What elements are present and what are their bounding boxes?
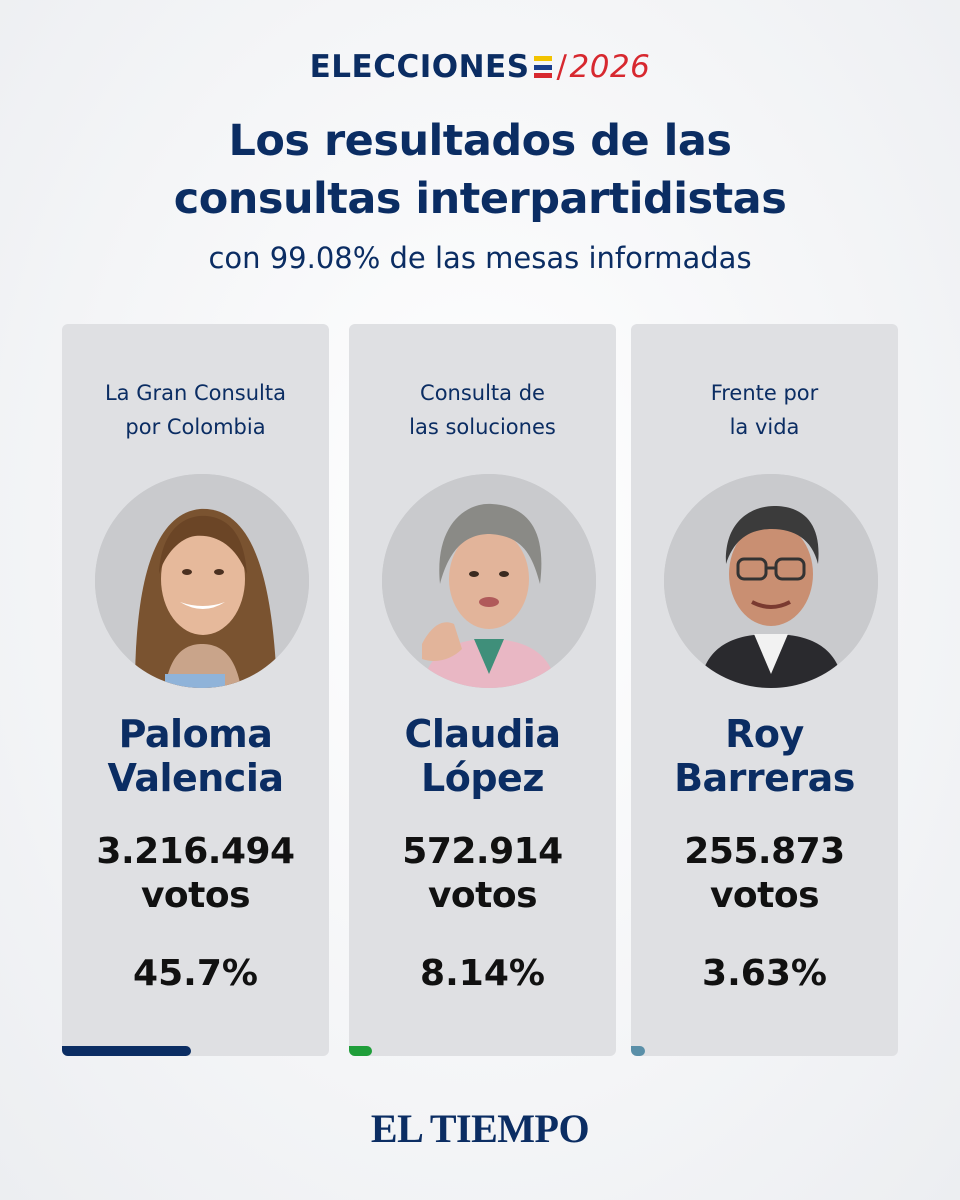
candidate-card-barreras: Frente por la vida Roy Barreras 255.873 … [631,324,898,1056]
party-line-2: por Colombia [125,415,266,439]
portrait-woman-long-hair-image [95,474,309,688]
share-bar [631,1046,645,1056]
candidate-card-lopez: Consulta de las soluciones Claudia López… [349,324,616,1056]
candidate-first-name: Claudia [404,712,561,756]
party-line-2: la vida [729,415,800,439]
el-tiempo-logo: EL TIEMPO [370,1106,590,1151]
vote-count: 572.914 votos [349,830,616,918]
brand-slash: / [556,49,568,85]
colombia-flag-icon [533,56,552,78]
party-name: Frente por la vida [641,376,888,444]
party-line-2: las soluciones [409,415,556,439]
candidate-name: Paloma Valencia [62,712,329,800]
title-line-1: Los resultados de las [228,116,732,166]
vote-number: 3.216.494 [96,831,295,872]
brand-year: 2026 [569,49,651,85]
portrait-man-glasses-image [664,474,878,688]
vote-unit: votos [140,875,251,916]
elecciones-2026-logo: ELECCIONES / 2026 [0,42,960,92]
vote-unit: votos [427,875,538,916]
portrait-woman-short-gray-hair-image [382,474,596,688]
page-subtitle: con 99.08% de las mesas informadas [208,241,752,275]
vote-number: 572.914 [402,831,563,872]
candidate-photo [382,474,596,688]
party-line-1: Consulta de [420,381,545,405]
vote-count: 3.216.494 votos [62,830,329,918]
vote-percentage: 45.7% [133,953,258,994]
title-line-2: consultas interpartidistas [173,174,787,224]
party-line-1: La Gran Consulta [104,381,286,405]
candidate-first-name: Roy [725,712,804,756]
vote-count: 255.873 votos [631,830,898,918]
party-name: Consulta de las soluciones [359,376,606,444]
vote-unit: votos [709,875,820,916]
candidate-first-name: Paloma [118,712,273,756]
page-title: Los resultados de las consultas interpar… [0,112,960,228]
candidate-photo [664,474,878,688]
candidate-last-name: López [421,756,544,800]
candidate-last-name: Valencia [107,756,284,800]
vote-percentage: 3.63% [702,953,827,994]
candidate-card-valencia: La Gran Consulta por Colombia Paloma Val… [62,324,329,1056]
party-name: La Gran Consulta por Colombia [72,376,319,444]
vote-number: 255.873 [684,831,845,872]
share-bar [349,1046,372,1056]
share-bar [62,1046,191,1056]
party-line-1: Frente por [710,381,819,405]
candidate-name: Roy Barreras [631,712,898,800]
candidate-name: Claudia López [349,712,616,800]
vote-percentage: 8.14% [420,953,545,994]
brand-word: ELECCIONES [309,49,530,85]
candidate-last-name: Barreras [674,756,855,800]
candidate-photo [95,474,309,688]
